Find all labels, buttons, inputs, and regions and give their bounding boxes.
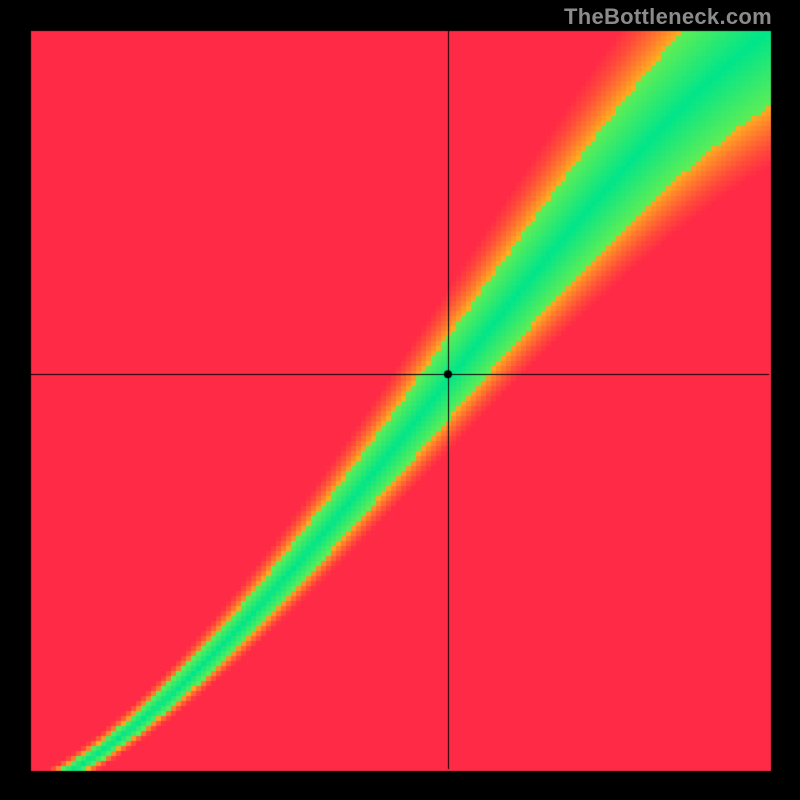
bottleneck-heatmap xyxy=(0,0,800,800)
watermark-text: TheBottleneck.com xyxy=(564,4,772,30)
